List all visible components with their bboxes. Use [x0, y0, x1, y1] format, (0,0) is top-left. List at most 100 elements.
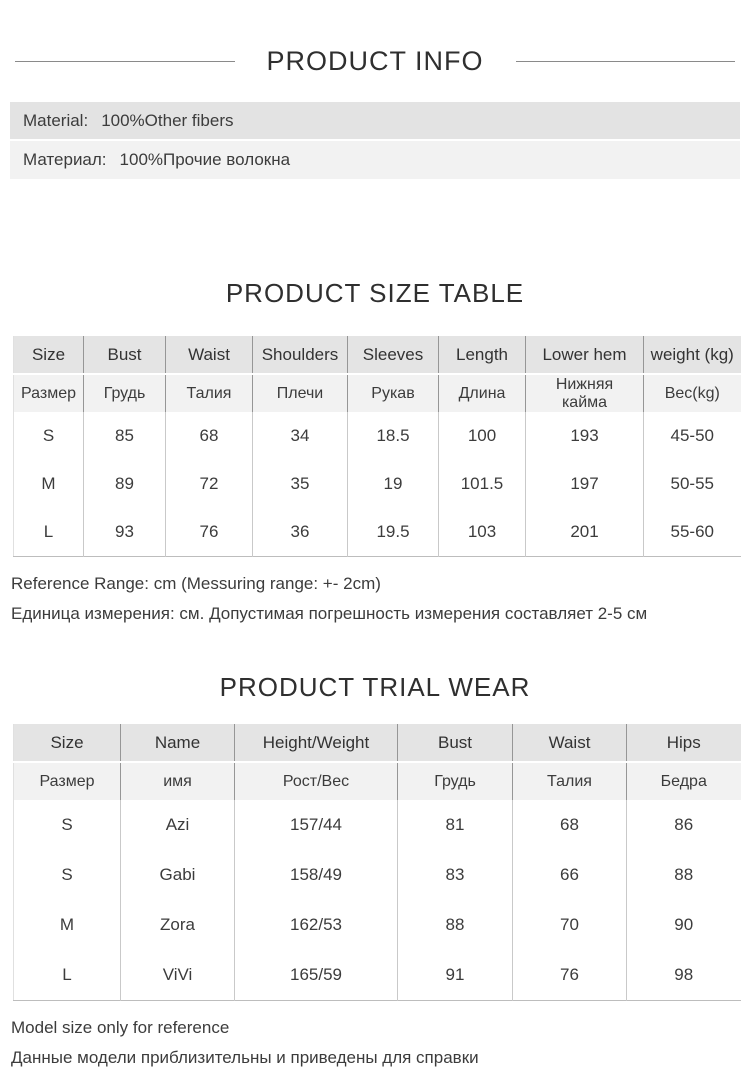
- cell: 193: [525, 412, 644, 460]
- cell: S: [13, 412, 84, 460]
- cell: 90: [626, 900, 741, 950]
- col-subheader: Размер: [13, 374, 84, 412]
- col-header: Name: [120, 724, 235, 763]
- cell: 197: [525, 460, 644, 508]
- col-subheader: Грудь: [83, 374, 166, 412]
- col-subheader: Бедра: [626, 762, 741, 800]
- col-header: Hips: [626, 724, 741, 763]
- cell: 36: [252, 508, 348, 557]
- cell: Zora: [120, 900, 235, 950]
- size-table-heading: PRODUCT SIZE TABLE: [225, 278, 525, 308]
- cell: 83: [397, 850, 513, 900]
- cell: 81: [397, 800, 513, 850]
- title-line-right: [515, 61, 736, 62]
- cell: Gabi: [120, 850, 235, 900]
- cell: 101.5: [438, 460, 526, 508]
- cell: 88: [626, 850, 741, 900]
- col-subheader: Плечи: [252, 374, 348, 412]
- cell: 91: [397, 950, 513, 1001]
- col-subheader: Рукав: [347, 374, 439, 412]
- col-header: Size: [13, 336, 84, 375]
- product-trial-wear-table: Size Name Height/Weight Bust Waist Hips …: [13, 724, 741, 1001]
- col-header: weight (kg): [643, 336, 741, 375]
- cell: ViVi: [120, 950, 235, 1001]
- col-header: Size: [13, 724, 121, 763]
- col-header: Lower hem: [525, 336, 644, 375]
- table-row: S 85 68 34 18.5 100 193 45-50: [13, 412, 741, 460]
- col-subheader: Размер: [13, 762, 121, 800]
- cell: 86: [626, 800, 741, 850]
- trial-note-en: Model size only for reference: [11, 1018, 230, 1037]
- cell: 66: [512, 850, 627, 900]
- cell: S: [13, 800, 121, 850]
- size-table-header-en: Size Bust Waist Shoulders Sleeves Length…: [13, 336, 741, 375]
- col-header: Waist: [512, 724, 627, 763]
- cell: 88: [397, 900, 513, 950]
- table-row: S Azi 157/44 81 68 86: [13, 800, 741, 850]
- trial-wear-heading: PRODUCT TRIAL WEAR: [219, 672, 531, 702]
- cell: 70: [512, 900, 627, 950]
- cell: M: [13, 460, 84, 508]
- col-subheader: Рост/Вес: [234, 762, 398, 800]
- col-subheader: Вес(kg): [643, 374, 741, 412]
- product-size-table: Size Bust Waist Shoulders Sleeves Length…: [13, 336, 741, 557]
- col-header: Sleeves: [347, 336, 439, 375]
- cell: L: [13, 508, 84, 557]
- size-table-header-ru: Размер Грудь Талия Плечи Рукав Длина Ниж…: [13, 374, 741, 412]
- trial-table-header-ru: Размер имя Рост/Вес Грудь Талия Бедра: [13, 762, 741, 800]
- col-subheader: Талия: [165, 374, 253, 412]
- material-row-ru: Материал: 100%Прочие волокна: [10, 141, 740, 179]
- cell: L: [13, 950, 121, 1001]
- material-value-ru: 100%Прочие волокна: [119, 150, 291, 169]
- cell: 85: [83, 412, 166, 460]
- table-row: M 89 72 35 19 101.5 197 50-55: [13, 460, 741, 508]
- cell: 157/44: [234, 800, 398, 850]
- cell: 72: [165, 460, 253, 508]
- cell: 68: [165, 412, 253, 460]
- cell: 18.5: [347, 412, 439, 460]
- cell: 162/53: [234, 900, 398, 950]
- cell: 35: [252, 460, 348, 508]
- cell: 68: [512, 800, 627, 850]
- cell: 158/49: [234, 850, 398, 900]
- table-row: L 93 76 36 19.5 103 201 55-60: [13, 508, 741, 557]
- material-row-en: Material: 100%Other fibers: [10, 102, 740, 139]
- cell: S: [13, 850, 121, 900]
- cell: 34: [252, 412, 348, 460]
- trial-note-ru: Данные модели приблизительны и приведены…: [11, 1048, 479, 1067]
- cell: 201: [525, 508, 644, 557]
- page-title-row: PRODUCT INFO: [0, 0, 750, 77]
- cell: 19: [347, 460, 439, 508]
- table-row: L ViVi 165/59 91 76 98: [13, 950, 741, 1001]
- cell: 165/59: [234, 950, 398, 1001]
- cell: 50-55: [643, 460, 741, 508]
- col-subheader: имя: [120, 762, 235, 800]
- col-header: Bust: [397, 724, 513, 763]
- col-header: Bust: [83, 336, 166, 375]
- page-title: PRODUCT INFO: [266, 46, 484, 76]
- cell: 89: [83, 460, 166, 508]
- material-value-en: 100%Other fibers: [101, 110, 234, 130]
- cell: 103: [438, 508, 526, 557]
- cell: M: [13, 900, 121, 950]
- col-subheader: Нижняя кайма: [525, 374, 644, 412]
- cell: 93: [83, 508, 166, 557]
- trial-table-header-en: Size Name Height/Weight Bust Waist Hips: [13, 724, 741, 763]
- cell: 45-50: [643, 412, 741, 460]
- material-label-ru: Материал:: [23, 150, 107, 169]
- table-row: S Gabi 158/49 83 66 88: [13, 850, 741, 900]
- cell: Azi: [120, 800, 235, 850]
- col-subheader: Длина: [438, 374, 526, 412]
- cell: 55-60: [643, 508, 741, 557]
- col-header: Waist: [165, 336, 253, 375]
- cell: 76: [512, 950, 627, 1001]
- col-subheader: Талия: [512, 762, 627, 800]
- cell: 19.5: [347, 508, 439, 557]
- cell: 76: [165, 508, 253, 557]
- col-header: Length: [438, 336, 526, 375]
- table-row: M Zora 162/53 88 70 90: [13, 900, 741, 950]
- col-subheader: Грудь: [397, 762, 513, 800]
- size-note-ru: Единица измерения: см. Допустимая погреш…: [11, 604, 648, 623]
- material-label-en: Material:: [23, 110, 89, 130]
